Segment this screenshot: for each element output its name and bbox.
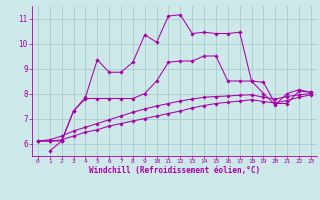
X-axis label: Windchill (Refroidissement éolien,°C): Windchill (Refroidissement éolien,°C) <box>89 166 260 175</box>
